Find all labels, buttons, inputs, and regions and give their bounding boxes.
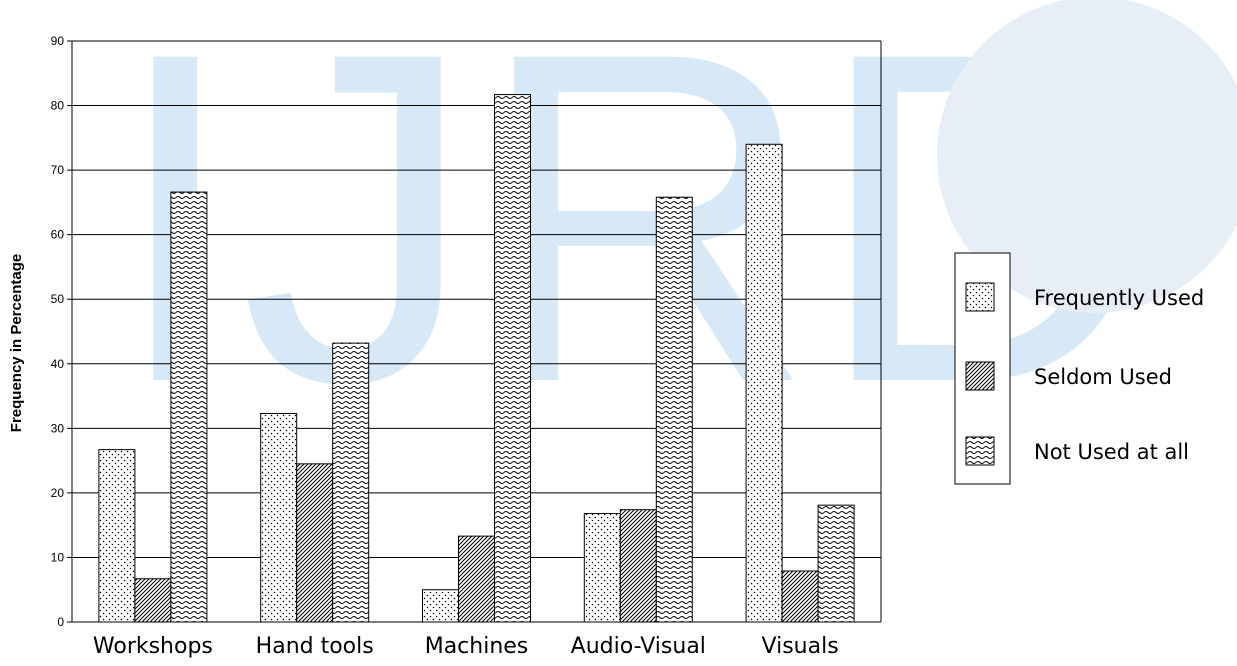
y-tick-label: 60: [51, 228, 65, 242]
legend-label: Frequently Used: [1034, 286, 1204, 310]
bar-diagonal: [781, 570, 819, 623]
watermark: IJRD: [110, 0, 1237, 480]
y-tick-label: 80: [51, 99, 65, 113]
bar-diagonal: [134, 578, 172, 623]
legend-label: Not Used at all: [1034, 440, 1189, 464]
legend-swatch-diagonal: [965, 361, 995, 391]
y-axis-label: Frequency in Percentage: [8, 254, 25, 432]
x-category-label: Workshops: [93, 634, 213, 659]
bar-diagonal: [619, 509, 657, 623]
bar-waves: [494, 94, 531, 623]
globe-watermark: [937, 0, 1237, 313]
bar-diagonal: [458, 535, 495, 623]
y-tick-label: 20: [51, 486, 65, 500]
bar-dots: [260, 412, 298, 623]
y-tick-label: 10: [51, 550, 65, 564]
legend-swatch-waves: [965, 436, 995, 466]
bar-waves: [817, 504, 855, 623]
y-tick-label: 0: [57, 615, 64, 629]
bar-waves: [655, 196, 693, 623]
y-tick-label: 90: [51, 34, 65, 48]
bar-dots: [745, 143, 783, 623]
bar-dots: [583, 513, 621, 623]
y-tick-labels: 0 10 20 30 40 50 60 70 80 90: [51, 34, 65, 629]
bar-waves: [170, 191, 208, 623]
bar-waves: [332, 342, 370, 623]
bar-dots: [98, 449, 136, 623]
x-category-label: Hand tools: [256, 634, 374, 659]
y-tick-label: 30: [51, 421, 65, 435]
bar-diagonal: [296, 463, 334, 623]
bars: [98, 94, 855, 623]
x-category-labels: Workshops Hand tools Machines Audio-Visual V…: [93, 634, 839, 659]
bar-dots: [422, 589, 459, 623]
legend-label: Seldom Used: [1034, 365, 1172, 389]
y-tick-label: 40: [51, 357, 65, 371]
x-category-label: Audio-Visual: [571, 634, 706, 659]
x-category-label: Visuals: [762, 634, 839, 659]
legend-swatch-dots: [965, 282, 995, 312]
y-tick-label: 50: [51, 292, 65, 306]
y-tick-label: 70: [51, 163, 65, 177]
x-category-label: Machines: [425, 634, 529, 659]
legend: Frequently Used Seldom Used Not Used at al…: [954, 252, 1204, 485]
